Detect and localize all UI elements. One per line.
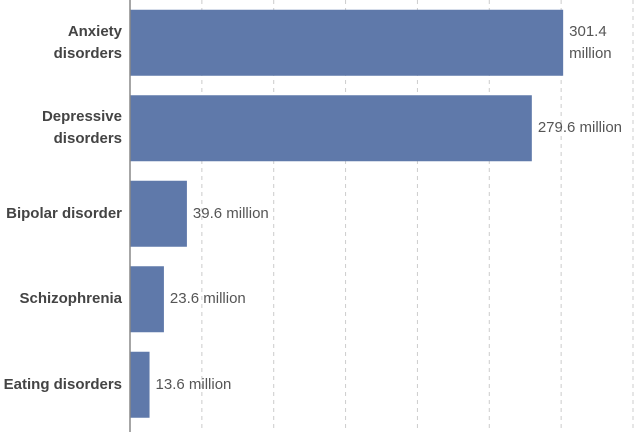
category-label: Schizophrenia: [19, 290, 122, 308]
value-label: 301.4 million: [569, 22, 612, 62]
category-label: Eating disorders: [3, 375, 122, 393]
bar: [130, 180, 187, 247]
value-label: 23.6 million: [169, 290, 246, 308]
bar: [130, 351, 150, 418]
bar: [130, 266, 164, 333]
value-label: 39.6 million: [192, 204, 269, 222]
category-label: Anxiety disorders: [53, 22, 122, 62]
category-label: Bipolar disorder: [6, 204, 122, 222]
value-label: 13.6 million: [155, 375, 232, 393]
category-label: Depressive disorders: [41, 108, 122, 148]
bar: [130, 9, 564, 76]
value-label: 279.6 million: [537, 119, 623, 137]
bar: [130, 95, 532, 162]
